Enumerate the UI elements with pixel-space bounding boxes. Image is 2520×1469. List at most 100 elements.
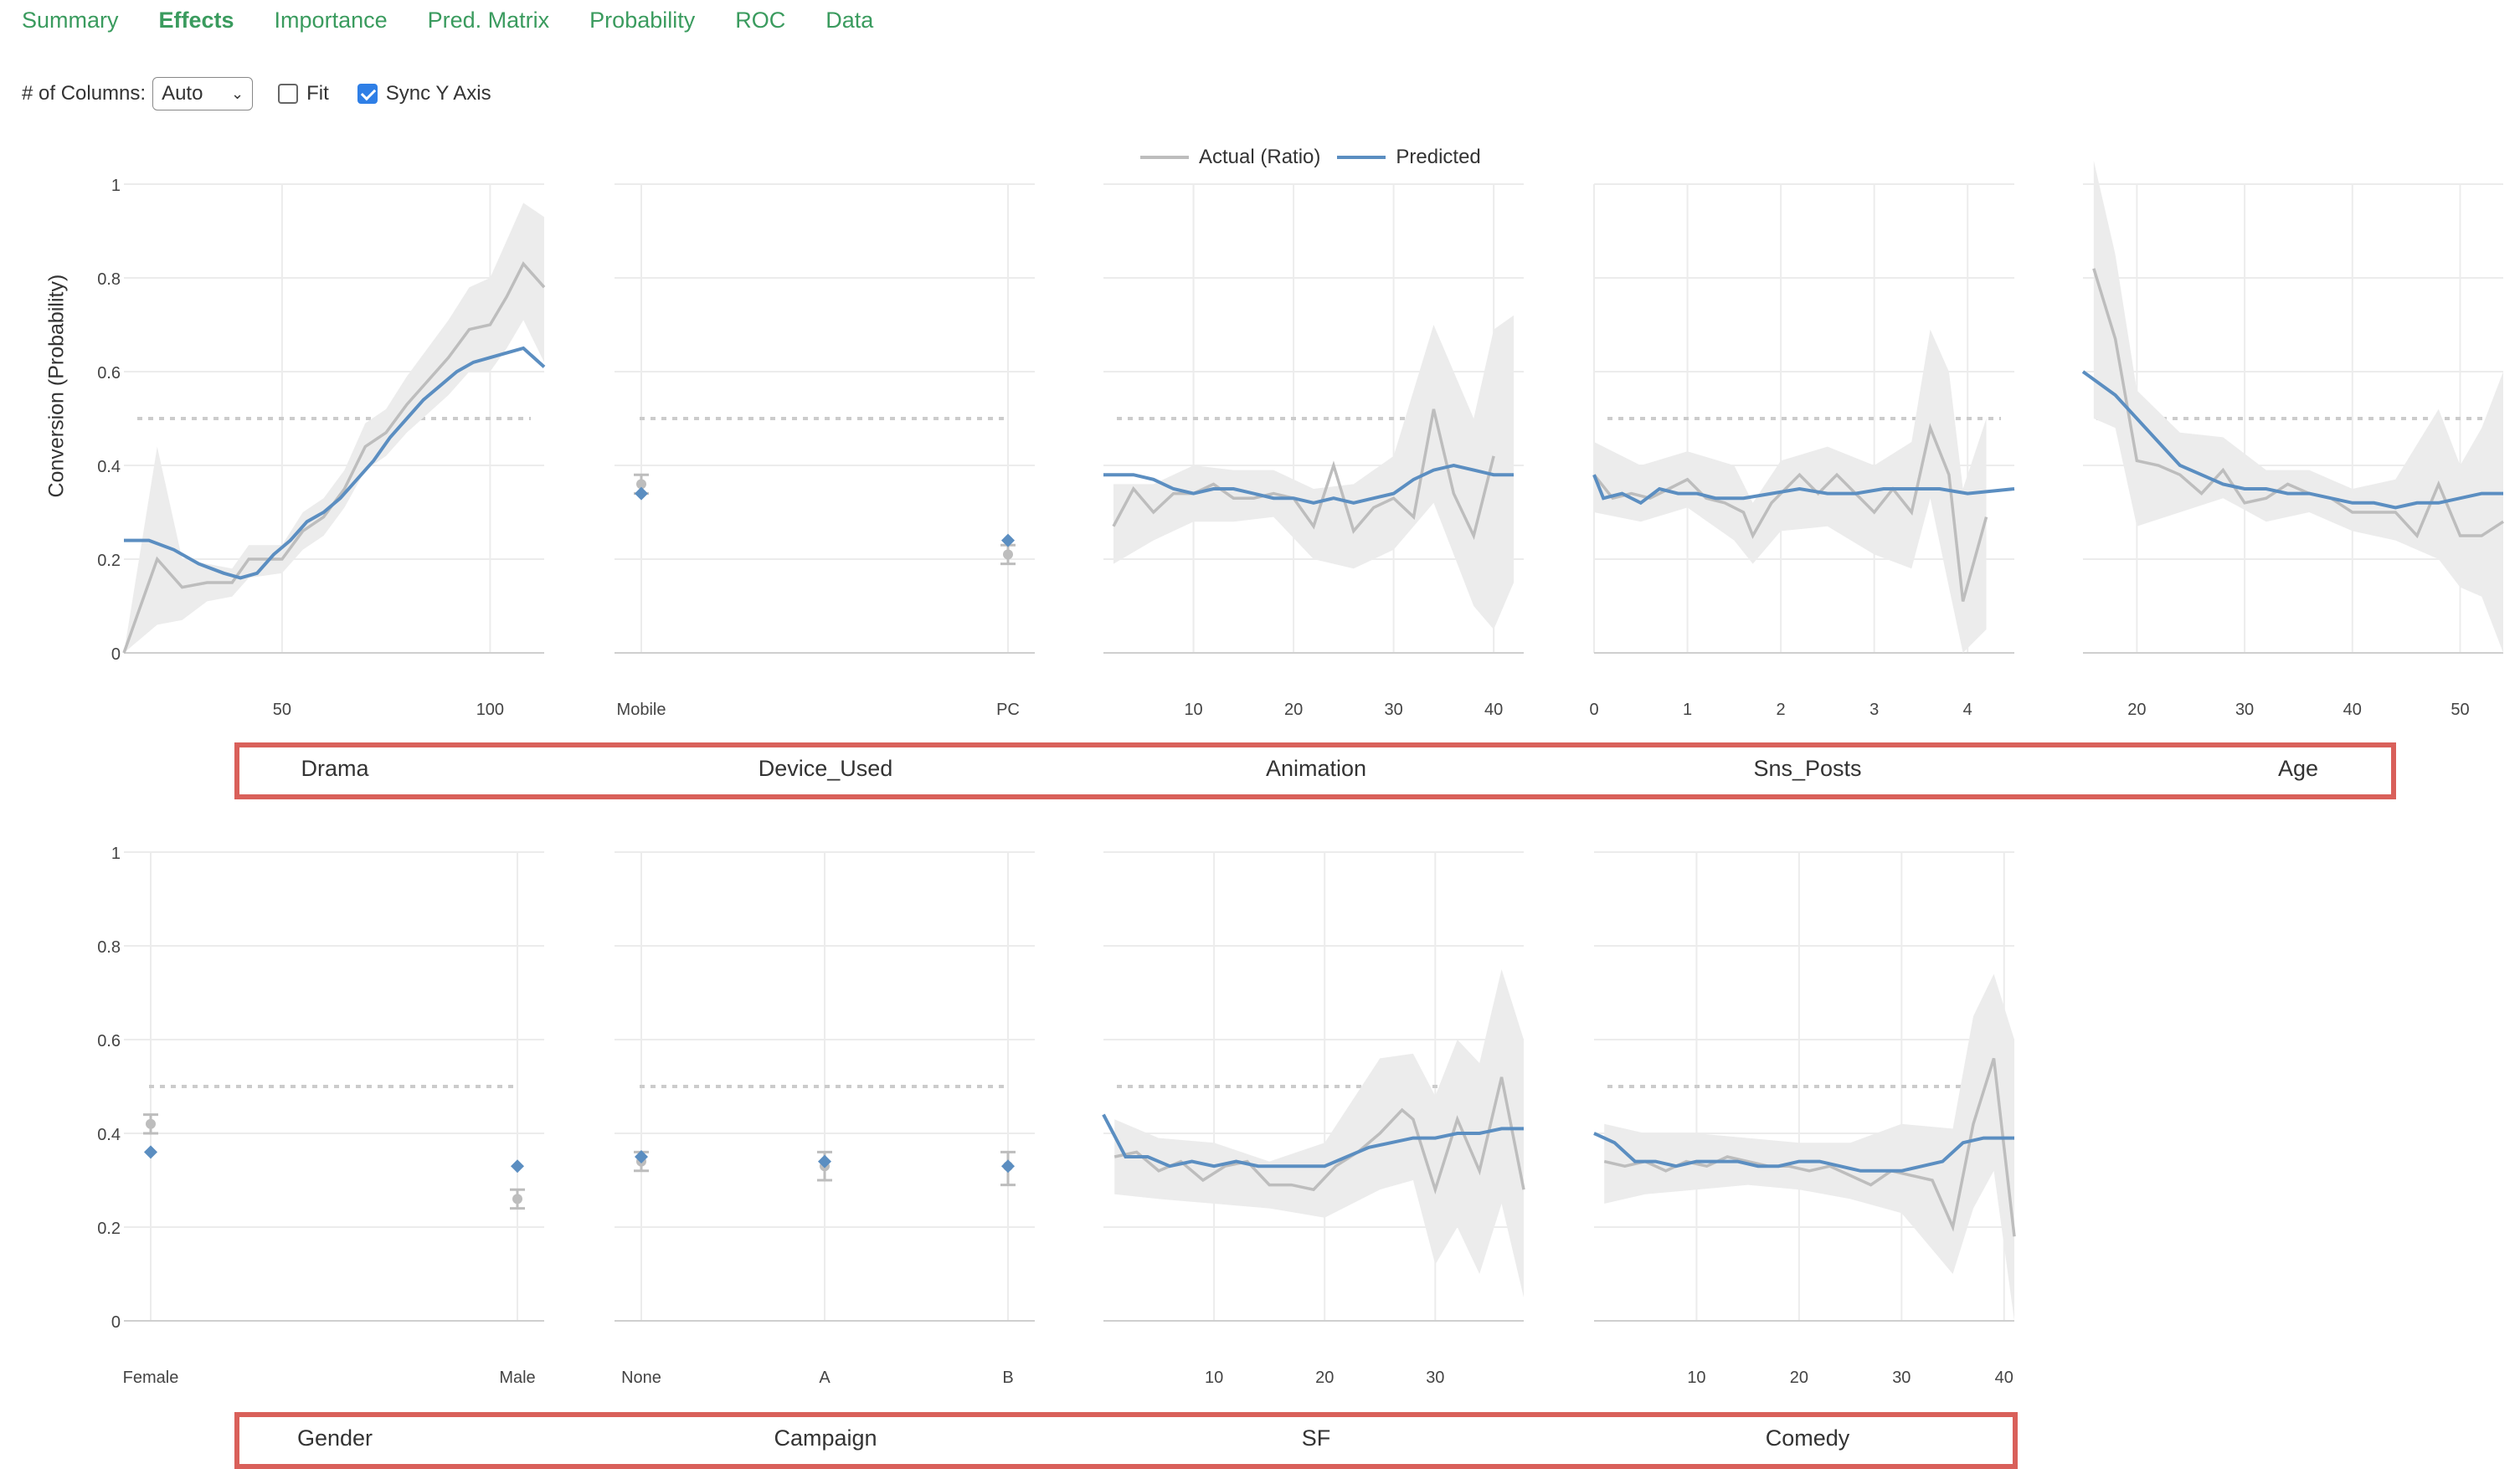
- y-tick-label: 0.6: [97, 1032, 121, 1050]
- confidence-band: [2093, 161, 2503, 653]
- predicted-line: [124, 346, 546, 580]
- tab-bar: Summary Effects Importance Pred. Matrix Prob…: [22, 3, 873, 37]
- x-tick-label: Mobile: [617, 701, 666, 719]
- y-tick-label: 0.2: [97, 552, 121, 570]
- predicted-line: [1102, 1113, 1524, 1169]
- actual-point: [512, 1194, 522, 1204]
- columns-label: # of Columns:: [22, 82, 147, 105]
- x-tick-label: 100: [476, 701, 504, 719]
- sync-checkbox-box[interactable]: [357, 84, 378, 104]
- x-tick-label: 20: [1315, 1369, 1334, 1387]
- tab-effects[interactable]: Effects: [158, 8, 234, 33]
- actual-line: [1592, 423, 1988, 602]
- variable-label-comedy: Comedy: [1765, 1425, 1850, 1451]
- predicted-point: [635, 486, 648, 501]
- legend-label-predicted: Predicted: [1396, 146, 1481, 168]
- variable-name-highlight-box: [234, 1412, 2018, 1469]
- panel-device-used: Mobile PC: [615, 183, 1035, 719]
- x-tick-label: None: [621, 1369, 661, 1387]
- panel-animation: 10 20 30 40: [1103, 183, 1524, 719]
- x-tick-label: 30: [2235, 701, 2254, 719]
- confidence-band: [124, 203, 544, 653]
- x-tick-label: 40: [2343, 701, 2362, 719]
- variable-label-age: Age: [2277, 756, 2319, 781]
- variable-label-sf: SF: [1301, 1425, 1331, 1451]
- legend-item-actual[interactable]: Actual (Ratio): [1140, 146, 1320, 169]
- fit-checkbox-box[interactable]: [278, 84, 299, 104]
- tab-probability[interactable]: Probability: [589, 8, 696, 33]
- columns-select-value: Auto: [162, 82, 203, 105]
- y-tick-label: 0.4: [97, 458, 121, 476]
- predicted-point: [1001, 1159, 1015, 1174]
- x-tick-label: 50: [273, 701, 291, 719]
- x-tick-label: 4: [1963, 701, 1972, 719]
- y-tick-label: 0.8: [97, 270, 121, 289]
- actual-point: [1003, 549, 1013, 560]
- tab-roc[interactable]: ROC: [735, 8, 786, 33]
- x-tick-label: 40: [1995, 1369, 2013, 1387]
- x-tick-label: 30: [1892, 1369, 1911, 1387]
- confidence-band: [1604, 973, 2014, 1321]
- x-tick-label: PC: [996, 701, 1020, 719]
- controls-row: # of Columns: Auto ⌄ Fit Sync Y Axis: [22, 75, 520, 112]
- y-tick-label: 0.8: [97, 938, 121, 957]
- predicted-point: [635, 1150, 648, 1163]
- variable-label-sns-posts: Sns_Posts: [1753, 756, 1862, 781]
- tab-importance[interactable]: Importance: [274, 8, 388, 33]
- actual-line: [2092, 268, 2504, 539]
- y-tick-label: 0.6: [97, 364, 121, 383]
- confidence-band: [1114, 969, 1524, 1297]
- y-tick-label: 1: [111, 177, 121, 195]
- x-tick-label: A: [819, 1369, 831, 1387]
- x-tick-label: 50: [2451, 701, 2469, 719]
- x-tick-label: 40: [1484, 701, 1503, 719]
- actual-line: [1603, 1057, 2016, 1237]
- x-tick-label: 30: [1426, 1369, 1444, 1387]
- variable-name-highlight-box: [234, 742, 2396, 799]
- panel-comedy: 10 20 30 40: [1593, 851, 2016, 1387]
- y-tick-label: 0: [111, 645, 121, 664]
- x-tick-label: 10: [1184, 701, 1202, 719]
- variable-label-drama: Drama: [301, 756, 369, 781]
- legend-swatch-predicted: [1337, 156, 1386, 159]
- legend-item-predicted[interactable]: Predicted: [1337, 146, 1481, 169]
- x-tick-label: 3: [1869, 701, 1879, 719]
- predicted-point: [818, 1154, 831, 1169]
- variable-label-device-used: Device_Used: [758, 756, 893, 781]
- predicted-line: [1593, 1132, 2014, 1173]
- columns-select[interactable]: Auto ⌄: [152, 77, 254, 110]
- chart-legend: Actual (Ratio) Predicted: [1140, 146, 1498, 169]
- confidence-band: [1113, 315, 1515, 629]
- panel-sf: 10 20 30: [1102, 851, 1525, 1387]
- tab-data[interactable]: Data: [825, 8, 874, 33]
- tab-pred-matrix[interactable]: Pred. Matrix: [427, 8, 550, 33]
- variable-label-gender: Gender: [296, 1425, 373, 1451]
- x-tick-label: 10: [1687, 1369, 1705, 1387]
- variable-label-campaign: Campaign: [774, 1425, 877, 1451]
- y-tick-label: 0: [111, 1313, 121, 1332]
- variable-label-animation: Animation: [1265, 756, 1367, 781]
- sync-y-axis-checkbox[interactable]: Sync Y Axis: [357, 82, 491, 105]
- tab-summary[interactable]: Summary: [22, 8, 119, 33]
- x-tick-label: 1: [1683, 701, 1692, 719]
- x-tick-label: 30: [1384, 701, 1402, 719]
- sync-y-axis-label: Sync Y Axis: [385, 82, 491, 105]
- y-tick-label: 0.2: [97, 1220, 121, 1238]
- predicted-point: [511, 1159, 524, 1174]
- x-tick-label: 20: [2127, 701, 2146, 719]
- x-tick-label: B: [1002, 1369, 1013, 1387]
- panel-gender: Female Male: [123, 851, 544, 1387]
- actual-point: [146, 1118, 156, 1129]
- x-tick-label: 2: [1777, 701, 1786, 719]
- actual-line: [1112, 408, 1495, 541]
- panel-sns-posts: 0 1 2 3 4: [1589, 183, 2015, 719]
- x-tick-label: Female: [123, 1369, 179, 1387]
- panel-campaign: None A B: [615, 851, 1035, 1387]
- actual-line: [122, 261, 546, 654]
- x-tick-label: 20: [1790, 1369, 1808, 1387]
- fit-checkbox[interactable]: Fit: [278, 82, 329, 105]
- legend-swatch-actual: [1140, 156, 1189, 159]
- legend-label-actual: Actual (Ratio): [1199, 146, 1321, 168]
- panel-drama: 50 100: [122, 183, 546, 719]
